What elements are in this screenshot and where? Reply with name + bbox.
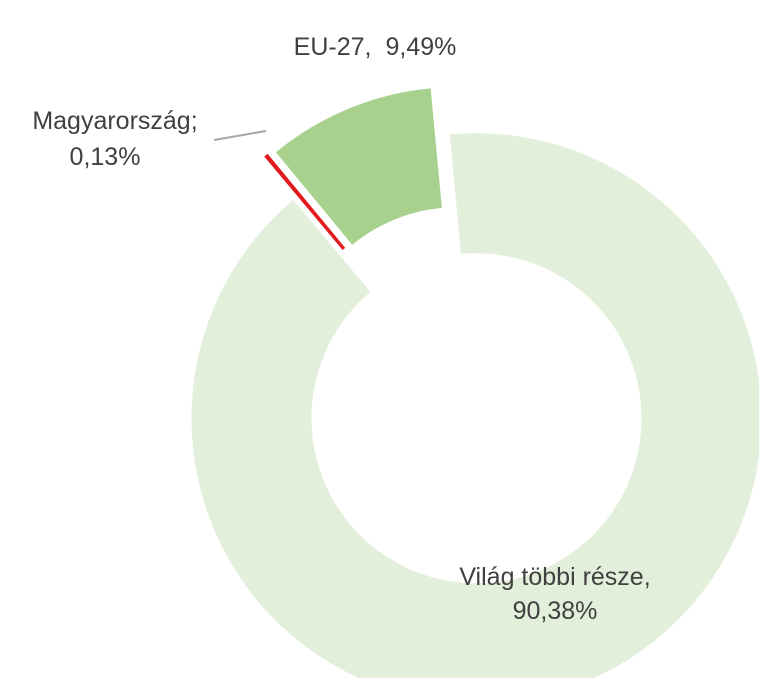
label-part: ; (191, 107, 198, 135)
data-label: Világ többi része, 90,38% (459, 563, 650, 625)
data-label: EU-27, 9,49% (294, 33, 457, 61)
label-part: EU-27 (294, 33, 365, 61)
leader-line (213, 130, 267, 141)
label-part: 9,49% (385, 33, 456, 61)
label-part: , (644, 563, 651, 591)
label-part: , (365, 33, 372, 61)
data-label: Magyarország; 0,13% (32, 107, 197, 171)
label-part: Világ többi része (459, 563, 643, 591)
donut-segment (264, 153, 346, 250)
donut-segment (191, 133, 759, 678)
label-part: 90,38% (513, 597, 598, 625)
donut-segment (275, 88, 442, 245)
label-part: Magyarország (32, 107, 190, 135)
label-part: 0,13% (70, 143, 141, 171)
